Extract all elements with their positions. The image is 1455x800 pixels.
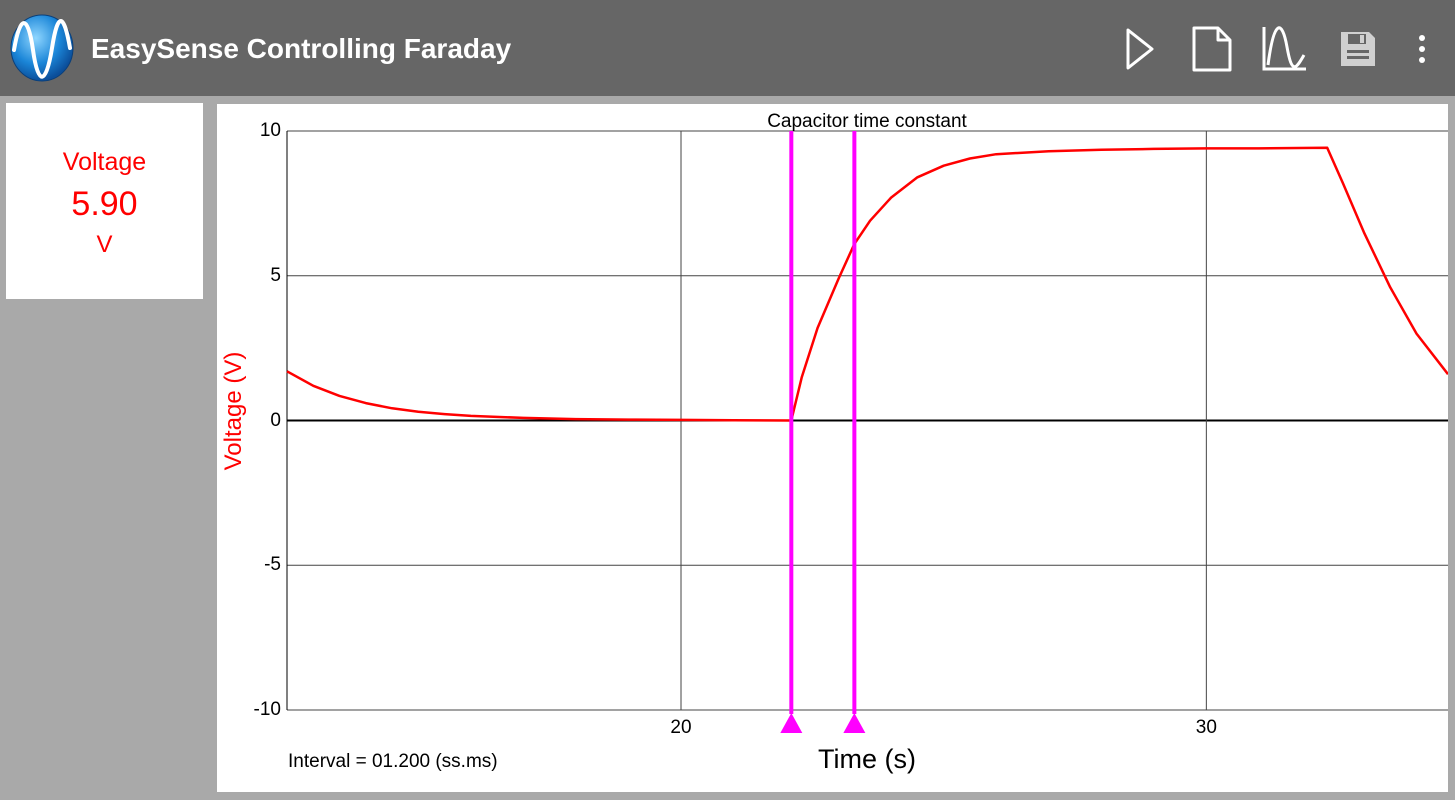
chart-title: Capacitor time constant — [767, 111, 967, 132]
y-tick-label: -10 — [253, 699, 281, 720]
overflow-menu-button[interactable] — [1398, 24, 1446, 74]
meter-value: 5.90 — [71, 185, 138, 223]
y-tick-label: 10 — [259, 120, 281, 141]
play-icon — [1126, 28, 1154, 70]
new-file-button[interactable] — [1188, 24, 1236, 74]
voltage-meter-panel[interactable]: Voltage 5.90 V — [6, 103, 203, 299]
cursor-handle-icon[interactable] — [843, 713, 866, 733]
save-icon — [1341, 32, 1375, 66]
graph-button[interactable] — [1260, 24, 1308, 74]
app-title: EasySense Controlling Faraday — [91, 33, 512, 64]
x-axis-label: Time (s) — [818, 744, 916, 774]
meter-unit: V — [96, 231, 113, 258]
y-tick-label: -5 — [264, 554, 281, 576]
play-button[interactable] — [1114, 24, 1162, 74]
x-tick-label: 20 — [670, 717, 692, 738]
cursor-handle-icon[interactable] — [780, 713, 803, 733]
y-tick-label: 0 — [270, 409, 281, 431]
y-tick-label: 5 — [270, 264, 281, 286]
new-file-icon — [1192, 26, 1232, 72]
graph-icon — [1262, 26, 1306, 71]
save-button[interactable] — [1334, 24, 1382, 74]
voltage-trace — [286, 146, 1448, 422]
app-bar: EasySense Controlling Faraday — [0, 0, 1455, 96]
interval-readout: Interval = 01.200 (ss.ms) — [288, 751, 498, 772]
voltage-time-chart[interactable] — [217, 104, 1448, 792]
graph-panel[interactable]: Capacitor time constant Voltage (V) Time… — [217, 104, 1448, 792]
meter-label: Voltage — [62, 148, 147, 176]
sine-wave-logo-icon — [10, 14, 74, 82]
overflow-menu-icon — [1419, 35, 1425, 63]
x-tick-label: 30 — [1195, 717, 1217, 738]
